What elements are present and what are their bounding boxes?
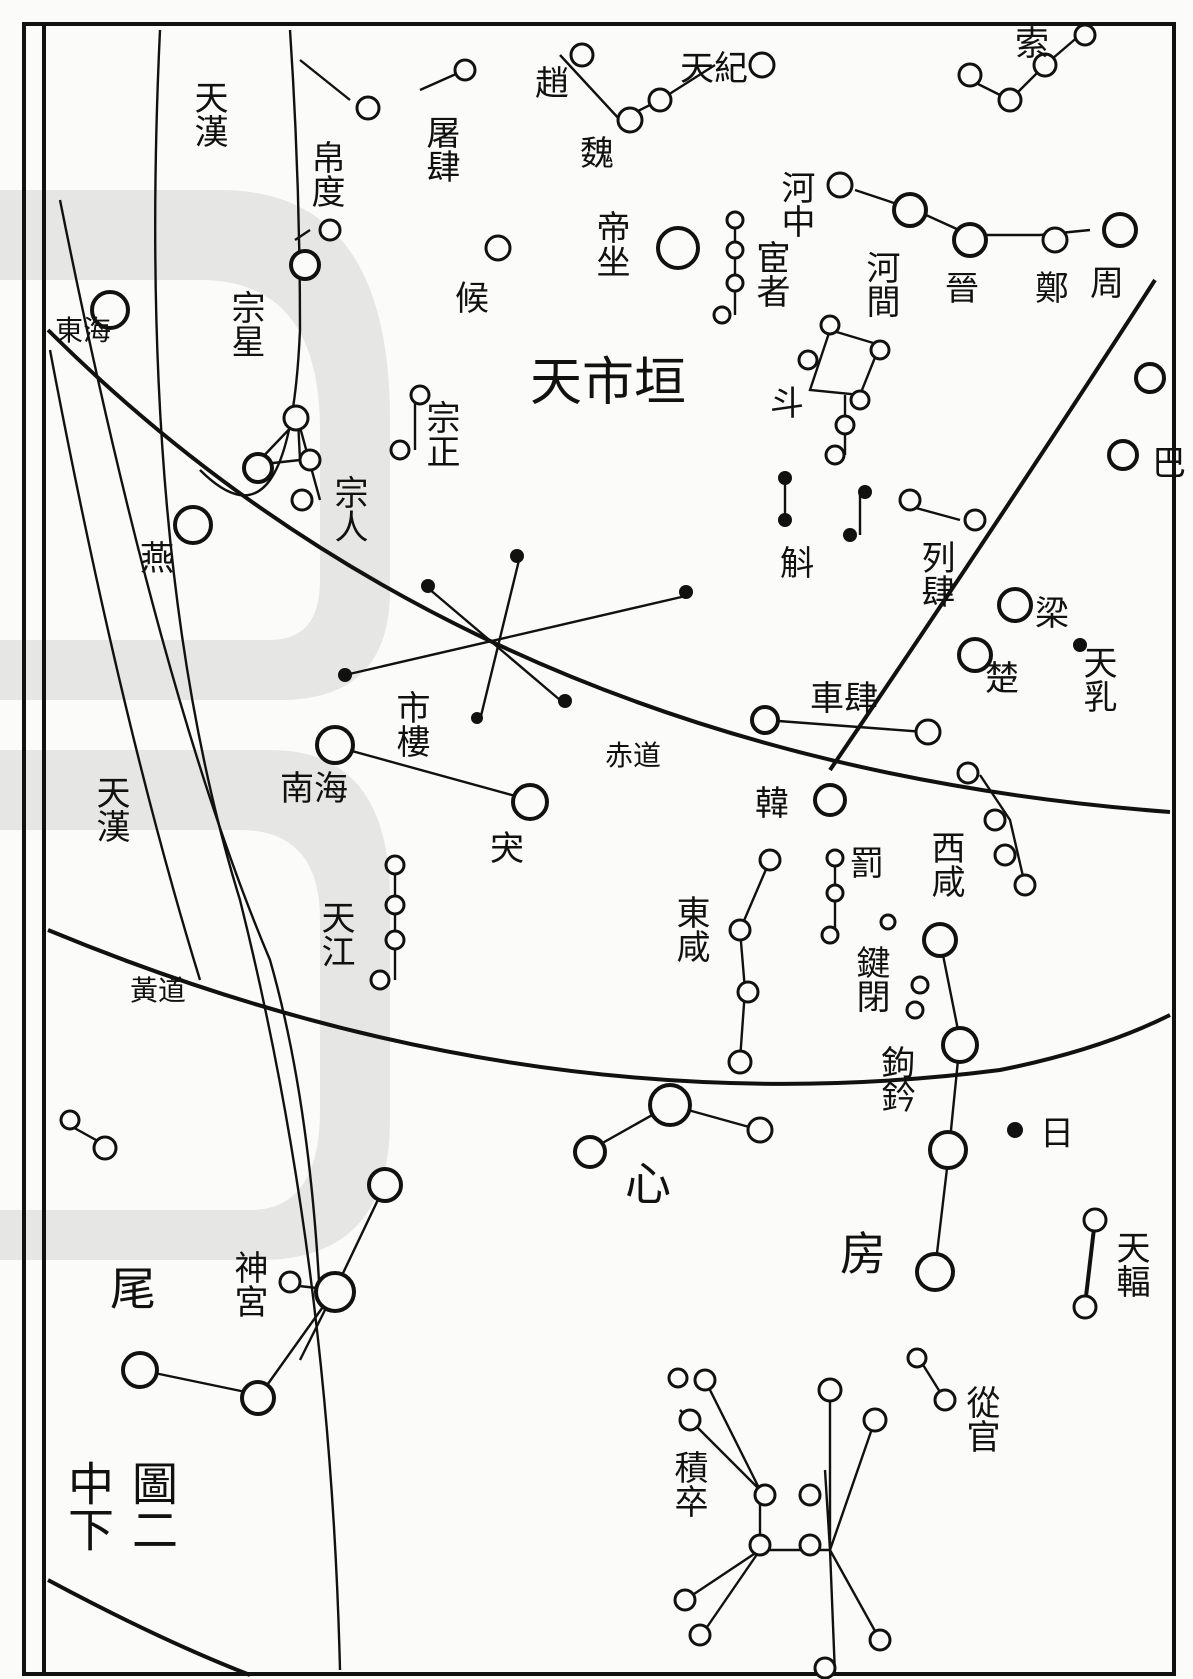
label-tuwei: 屠肆 [420,115,460,183]
label-conguan: 從官 [960,1385,1000,1453]
label-shilou: 市樓 [390,690,430,758]
label-nanhai: 南海 [280,769,348,809]
label-milky-way-lower: 天漢 [90,775,130,843]
label-jin: 晉 [945,269,979,309]
milky-way-boundaries [48,29,342,1671]
label-huanzhe: 宦者 [750,240,790,308]
label-bodu: 帛度 [305,140,345,208]
map-labels: 天漢 索 天紀 趙 魏 屠肆 帛度 河中 河間 晉 鄭 周 帝坐 宦者 候 宗星… [55,24,1186,1552]
label-ba: 巴 [1152,444,1186,484]
label-gouqian: 鉤鈐 [875,1045,915,1113]
label-cheju: 車肆 [810,679,878,719]
label-ri: 日 [1040,1114,1074,1154]
label-milky-way-upper: 天漢 [188,80,228,148]
label-shengong: 神宮 [228,1250,268,1318]
stars [59,23,1166,1679]
label-enclosure: 天市垣 [530,353,686,413]
label-hou: 候 [455,279,489,319]
enclosure-wall-east [828,278,1157,772]
label-xiao: 宊 [490,829,524,869]
label-yan: 燕 [140,539,174,579]
label-dou: 斗 [770,384,804,424]
label-hejian: 河間 [860,250,900,318]
label-zongzheng: 宗正 [420,400,460,468]
label-liesi: 列肆 [915,540,955,608]
label-chu: 楚 [985,659,1019,699]
label-tianru: 天乳 [1077,645,1117,713]
label-dizuo: 帝坐 [590,210,630,278]
label-liang: 梁 [1035,594,1069,634]
label-fa: 罰 [850,844,884,884]
label-xixian: 西咸 [925,830,965,898]
label-han: 韓 [755,784,789,824]
label-zongxing: 宗星 [225,290,265,358]
label-tianjiang: 天江 [315,900,355,968]
ecliptic-line [47,928,1171,1086]
label-tianfu: 天輻 [1110,1230,1150,1298]
label-suo: 索 [1015,24,1049,64]
map-title-line2: 圖二 [125,1460,179,1552]
label-jianbi: 鍵閉 [850,945,890,1013]
label-wei-state: 魏 [580,134,614,174]
label-zhou: 周 [1090,264,1124,304]
label-zheng: 鄭 [1035,269,1069,309]
equator-line [46,328,1171,814]
label-ecliptic: 黃道 [130,974,186,1007]
label-xin: 心 [625,1157,671,1211]
map-title-line1: 中下 [61,1460,115,1552]
watermark-logo [0,190,390,1260]
label-zongren: 宗人 [328,475,368,543]
label-hu: 斛 [780,544,814,584]
label-fang: 房 [840,1227,886,1281]
map-frame [22,22,1176,1676]
label-donghai: 東海 [55,314,111,347]
label-dongxian: 東咸 [670,895,710,963]
label-hezhong: 河中 [775,170,815,238]
label-tianji: 天紀 [680,49,748,89]
label-zhao: 趙 [535,64,569,104]
label-jizu: 積卒 [668,1450,708,1518]
label-wei: 尾 [110,1262,156,1316]
label-equator: 赤道 [605,739,661,772]
lower-boundary-line [47,1578,251,1677]
